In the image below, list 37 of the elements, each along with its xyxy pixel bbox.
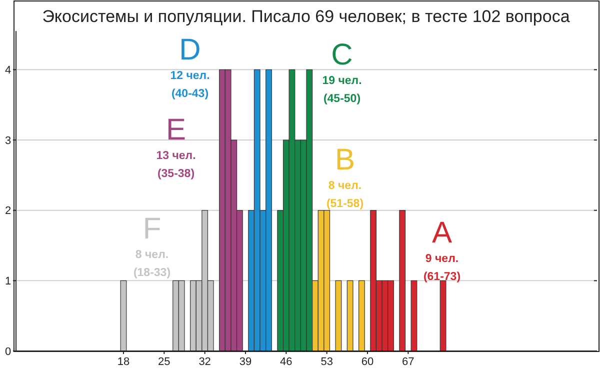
bar (358, 280, 365, 352)
y-tick-label: 0 (4, 346, 12, 358)
annotation: (51-58) (326, 198, 364, 210)
bar (399, 210, 406, 352)
annotation: (35-38) (157, 168, 195, 180)
x-tick-label: 67 (402, 356, 414, 368)
x-tick-label: 60 (361, 356, 374, 368)
series-label: F (142, 212, 162, 246)
annotation: (61-73) (423, 271, 461, 284)
annotation: 19 чел. (322, 75, 362, 88)
series-label: C (331, 38, 353, 72)
annotation: (45-50) (323, 93, 361, 106)
annotation: (40-43) (171, 88, 209, 100)
annotation: 9 чел. (425, 253, 459, 266)
chart-title: Экосистемы и популяции. Писало 69 человек; в тесте 102 вопроса (42, 7, 570, 26)
y-tick-label: 4 (4, 64, 12, 77)
series-label: B (334, 144, 356, 176)
x-tick-label: 39 (239, 356, 252, 368)
x-tick-label: 46 (280, 356, 292, 368)
bar (346, 280, 354, 352)
x-tick-label: 53 (320, 356, 333, 368)
annotation: 13 чел. (156, 150, 196, 162)
y-tick-label: 2 (4, 205, 12, 218)
bar (335, 280, 342, 352)
series-label: E (166, 114, 186, 146)
x-tick-label: 32 (198, 356, 211, 368)
series-label: D (179, 34, 201, 66)
x-tick-label: 18 (117, 356, 130, 368)
annotation: 8 чел. (135, 249, 169, 262)
annotation: 12 чел. (170, 70, 210, 82)
bar (410, 280, 418, 352)
x-tick-label: 25 (158, 356, 170, 368)
y-tick-label: 1 (4, 276, 12, 288)
series-label: A (432, 216, 452, 250)
annotation: 8 чел. (328, 180, 362, 192)
y-tick-label: 3 (4, 134, 12, 147)
annotation: (18-33) (133, 267, 171, 280)
